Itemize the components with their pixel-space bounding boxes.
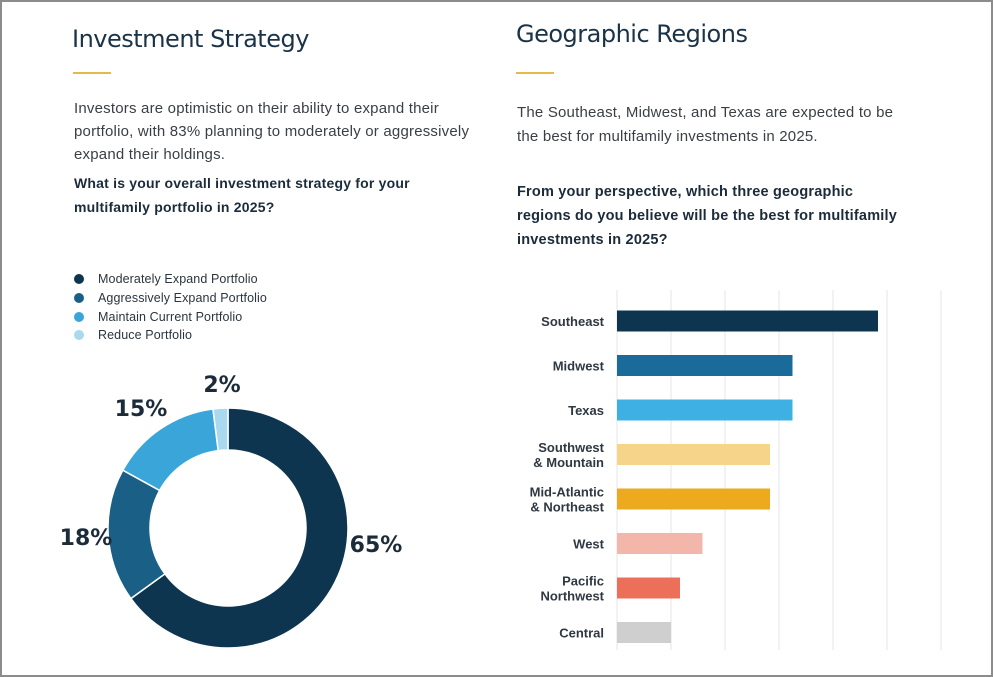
region-label: Pacific Northwest bbox=[540, 574, 604, 604]
legend-label: Aggressively Expand Portfolio bbox=[98, 291, 267, 306]
donut-chart: 65% 18% 15% 2% bbox=[60, 373, 403, 649]
slice-value-label: 65% bbox=[350, 533, 403, 558]
region-label-line: Midwest bbox=[553, 359, 605, 374]
title-accent-rule bbox=[73, 72, 111, 74]
legend-label: Moderately Expand Portfolio bbox=[98, 272, 258, 287]
donut-slice bbox=[212, 407, 229, 452]
region-label: West bbox=[573, 537, 604, 552]
intro-line: Investors are optimistic on their abilit… bbox=[74, 100, 439, 117]
title-accent-rule bbox=[516, 72, 554, 74]
legend-label: Reduce Portfolio bbox=[98, 328, 193, 343]
region-label-line: Texas bbox=[568, 403, 604, 418]
legend-item: Moderately Expand Portfolio bbox=[74, 270, 267, 289]
slice-value-label: 18% bbox=[60, 526, 113, 551]
intro-line: the best for multifamily investments in … bbox=[517, 128, 818, 145]
geographic-regions-title: Geographic Regions bbox=[516, 20, 748, 48]
slice-value-label: 15% bbox=[115, 397, 168, 422]
region-label-line: Mid-Atlantic bbox=[530, 485, 604, 500]
region-bar bbox=[617, 444, 770, 465]
investment-strategy-title: Investment Strategy bbox=[72, 25, 309, 53]
region-bar bbox=[617, 355, 793, 376]
region-label-line: Southwest bbox=[538, 440, 604, 455]
investment-strategy-intro: Investors are optimistic on their abilit… bbox=[74, 97, 474, 166]
intro-line: The Southeast, Midwest, and Texas are ex… bbox=[517, 104, 894, 121]
geographic-regions-question: From your perspective, which three geogr… bbox=[517, 180, 897, 252]
donut-legend: Moderately Expand Portfolio Aggressively… bbox=[74, 270, 267, 345]
legend-swatch bbox=[74, 293, 84, 304]
legend-swatch bbox=[74, 311, 84, 322]
question-line: What is your overall investment strategy… bbox=[74, 175, 410, 191]
legend-item: Maintain Current Portfolio bbox=[74, 307, 267, 326]
region-label: Central bbox=[559, 626, 604, 641]
region-label-line: West bbox=[573, 537, 604, 552]
region-label-line: Southeast bbox=[541, 314, 605, 329]
region-bar bbox=[617, 622, 671, 643]
region-label: Midwest bbox=[553, 359, 605, 374]
question-line: multifamily portfolio in 2025? bbox=[74, 199, 275, 215]
geographic-regions-intro: The Southeast, Midwest, and Texas are ex… bbox=[517, 101, 957, 149]
region-bar bbox=[617, 533, 703, 554]
region-label-line: Northwest bbox=[540, 589, 604, 604]
region-label: Southwest & Mountain bbox=[533, 440, 604, 470]
region-bar bbox=[617, 488, 770, 510]
legend-item: Reduce Portfolio bbox=[74, 326, 267, 345]
region-bar bbox=[617, 310, 878, 332]
region-label: Mid-Atlantic & Northeast bbox=[530, 485, 605, 515]
intro-line: portfolio, with 83% planning to moderate… bbox=[74, 123, 470, 140]
region-label: Texas bbox=[568, 403, 604, 418]
question-line: From your perspective, which three geogr… bbox=[517, 184, 854, 200]
donut-slice bbox=[129, 407, 349, 649]
legend-swatch bbox=[74, 330, 84, 341]
region-label-line: Pacific bbox=[562, 574, 604, 589]
intro-line: expand their holdings. bbox=[74, 146, 226, 163]
region-label-line: & Mountain bbox=[533, 455, 604, 470]
question-line: investments in 2025? bbox=[517, 232, 668, 248]
slice-value-label: 2% bbox=[203, 373, 240, 398]
legend-item: Aggressively Expand Portfolio bbox=[74, 289, 267, 308]
question-line: regions do you believe will be the best … bbox=[517, 208, 898, 224]
legend-label: Maintain Current Portfolio bbox=[98, 309, 243, 324]
investment-strategy-question: What is your overall investment strategy… bbox=[74, 171, 410, 219]
region-bar bbox=[617, 399, 793, 421]
region-label-line: Central bbox=[559, 626, 604, 641]
region-bar-chart: Southeast Midwest Texas Southwest & Mountain… bbox=[530, 290, 942, 650]
region-bar bbox=[617, 577, 680, 599]
legend-swatch bbox=[74, 274, 84, 285]
region-label-line: & Northeast bbox=[530, 500, 604, 515]
region-label: Southeast bbox=[541, 314, 605, 329]
